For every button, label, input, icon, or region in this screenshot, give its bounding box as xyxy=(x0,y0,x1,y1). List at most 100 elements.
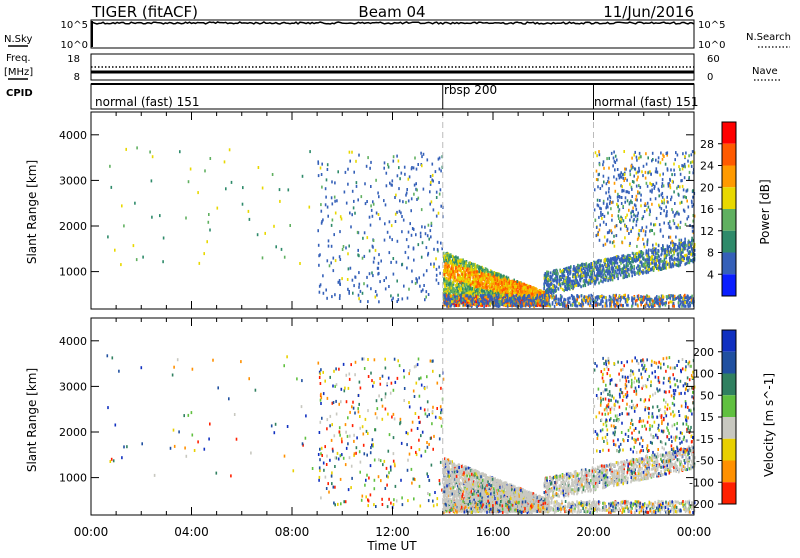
data-cell xyxy=(567,297,569,300)
data-cell xyxy=(449,282,451,285)
data-cell xyxy=(333,257,335,260)
data-cell xyxy=(427,254,429,257)
data-cell xyxy=(478,270,480,273)
data-cell xyxy=(433,248,435,251)
data-cell xyxy=(585,299,587,302)
data-cell xyxy=(399,199,401,202)
data-cell xyxy=(208,213,210,216)
data-cell xyxy=(389,182,391,185)
data-cell xyxy=(398,187,400,190)
data-cell xyxy=(624,255,626,258)
data-cell xyxy=(375,179,377,182)
data-cell xyxy=(439,168,441,171)
data-cell xyxy=(199,262,201,265)
data-cell xyxy=(486,291,488,294)
data-cell xyxy=(520,304,522,307)
data-cell xyxy=(519,301,521,304)
data-cell xyxy=(515,294,517,297)
data-cell xyxy=(398,160,400,163)
data-cell xyxy=(569,301,571,304)
data-cell xyxy=(336,199,338,202)
data-cell xyxy=(345,246,347,249)
data-cell xyxy=(437,241,439,244)
data-cell xyxy=(575,304,577,307)
data-cell xyxy=(602,305,604,308)
data-cell xyxy=(677,296,679,299)
data-cell xyxy=(447,261,449,264)
data-cell xyxy=(401,215,403,218)
data-cell xyxy=(464,285,466,288)
data-cell xyxy=(485,284,487,287)
data-cell xyxy=(678,304,680,307)
data-cell xyxy=(360,290,362,293)
data-cell xyxy=(523,299,525,302)
data-cell xyxy=(463,294,465,297)
data-cell xyxy=(489,302,491,305)
data-cell xyxy=(470,268,472,271)
data-cell xyxy=(691,295,693,298)
nsky-tick-bottom: 10^0 xyxy=(61,40,88,51)
data-cell xyxy=(420,235,422,238)
data-cell xyxy=(379,280,381,283)
data-cell xyxy=(447,288,449,291)
data-cell xyxy=(639,272,641,275)
data-cell xyxy=(264,232,266,235)
data-cell xyxy=(499,287,501,290)
data-cell xyxy=(483,305,485,308)
data-cell xyxy=(433,263,435,266)
data-cell xyxy=(402,200,404,203)
data-cell xyxy=(631,305,633,308)
data-cell xyxy=(533,288,535,291)
data-cell xyxy=(464,271,466,274)
data-cell xyxy=(562,288,564,291)
data-cell xyxy=(522,297,524,300)
data-cell xyxy=(349,160,351,163)
data-cell xyxy=(401,230,403,233)
data-cell xyxy=(385,287,387,290)
data-cell xyxy=(449,256,451,259)
data-cell xyxy=(406,188,408,191)
data-cell xyxy=(262,256,264,259)
data-cell xyxy=(560,298,562,301)
data-cell xyxy=(503,288,505,291)
data-cell xyxy=(482,275,484,278)
data-cell xyxy=(396,261,398,264)
data-cell xyxy=(547,298,549,301)
data-cell xyxy=(358,271,360,274)
data-cell xyxy=(480,275,482,278)
data-cell xyxy=(471,302,473,305)
data-cell xyxy=(396,155,398,158)
data-cell xyxy=(136,146,138,149)
data-cell xyxy=(421,208,423,211)
data-cell xyxy=(385,276,387,279)
data-cell xyxy=(508,282,510,285)
data-cell xyxy=(489,294,491,297)
data-cell xyxy=(675,297,677,300)
data-cell xyxy=(572,304,574,307)
data-cell xyxy=(578,302,580,305)
data-cell xyxy=(445,259,447,262)
data-cell xyxy=(400,211,402,214)
data-cell xyxy=(418,243,420,246)
data-cell xyxy=(333,269,335,272)
data-cell xyxy=(351,213,353,216)
data-cell xyxy=(539,296,541,299)
data-cell xyxy=(455,284,457,287)
data-cell xyxy=(377,192,379,195)
data-cell xyxy=(281,248,283,251)
data-cell xyxy=(393,257,395,260)
data-cell xyxy=(375,296,377,299)
data-cell xyxy=(494,290,496,293)
data-cell xyxy=(492,280,494,283)
data-cell xyxy=(355,160,357,163)
data-cell xyxy=(326,297,328,300)
data-cell xyxy=(495,277,497,280)
data-cell xyxy=(424,298,426,301)
data-cell xyxy=(503,282,505,285)
data-cell xyxy=(332,202,334,205)
data-cell xyxy=(358,286,360,289)
data-cell xyxy=(345,171,347,174)
data-cell xyxy=(402,263,404,266)
data-cell xyxy=(521,301,523,304)
data-cell xyxy=(460,301,462,304)
